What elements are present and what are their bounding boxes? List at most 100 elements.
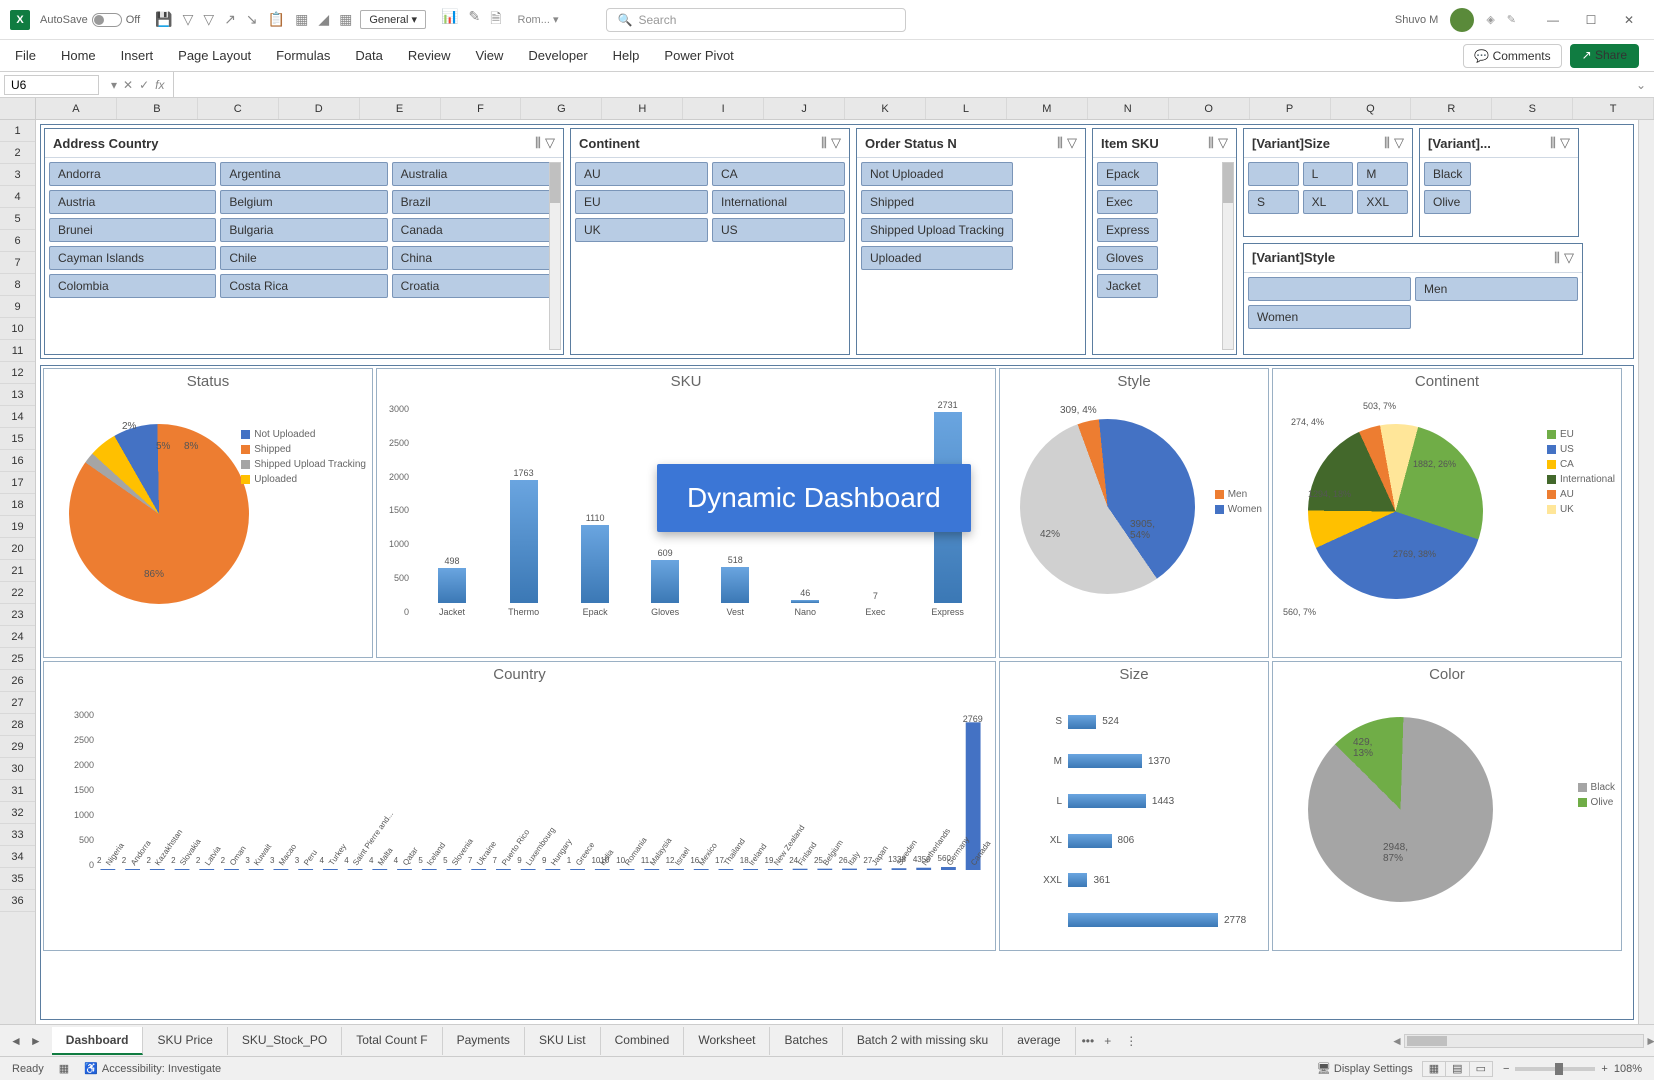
slicer-item[interactable]: Chile [220, 246, 387, 270]
slicer-item[interactable] [1248, 162, 1299, 186]
row-header[interactable]: 18 [0, 494, 35, 516]
clear-filter-icon[interactable]: ▽ [1218, 135, 1228, 151]
share-button[interactable]: ↗ Share [1570, 44, 1639, 68]
col-header[interactable]: D [279, 98, 360, 119]
multi-select-icon[interactable]: ⫼ [821, 135, 827, 151]
col-header[interactable]: N [1088, 98, 1169, 119]
vertical-scrollbar[interactable] [1638, 120, 1654, 1024]
slicer-item[interactable]: US [712, 218, 845, 242]
tab-menu-icon[interactable]: ⋮ [1125, 1034, 1137, 1048]
slicer-item[interactable]: CA [712, 162, 845, 186]
chart-size[interactable]: Size S524M1370L1443XL806XXL3612778 [999, 661, 1269, 951]
slicer-item[interactable]: Express [1097, 218, 1158, 242]
slicer-item[interactable]: Shipped Upload Tracking [861, 218, 1013, 242]
slicer-item[interactable]: Costa Rica [220, 274, 387, 298]
doc-icon[interactable]: 🗎 [490, 8, 501, 32]
clear-filter-icon[interactable]: ▽ [1564, 250, 1574, 266]
slicer-item[interactable]: AU [575, 162, 708, 186]
number-format-dropdown[interactable]: General ▾ [360, 10, 426, 29]
multi-select-icon[interactable]: ⫼ [535, 135, 541, 151]
menu-file[interactable]: File [15, 48, 36, 63]
font-dropdown[interactable]: Rom... ▾ [510, 11, 567, 28]
col-header[interactable]: S [1492, 98, 1573, 119]
row-header[interactable]: 28 [0, 714, 35, 736]
confirm-icon[interactable]: ✓ [139, 78, 149, 92]
pen-icon[interactable]: ✎ [1507, 13, 1516, 26]
slicer-item[interactable]: M [1357, 162, 1408, 186]
macro-icon[interactable]: ▦ [59, 1062, 69, 1075]
search-input[interactable]: 🔍 Search [606, 8, 906, 32]
zoom-in-icon[interactable]: + [1601, 1063, 1607, 1075]
multi-select-icon[interactable]: ⫼ [1550, 135, 1556, 151]
sheet-tab[interactable]: Total Count F [342, 1027, 442, 1055]
sort-asc-icon[interactable]: ↗ [224, 11, 236, 28]
menu-power-pivot[interactable]: Power Pivot [664, 48, 733, 63]
chart-status[interactable]: Status Not UploadedShippedShipped Upload… [43, 368, 373, 658]
accessibility-icon[interactable]: ♿ [84, 1062, 98, 1075]
slicer-item[interactable]: Not Uploaded [861, 162, 1013, 186]
row-header[interactable]: 32 [0, 802, 35, 824]
horizontal-scrollbar[interactable]: ◄► [1404, 1034, 1644, 1048]
slicer-item[interactable]: Exec [1097, 190, 1158, 214]
tab-prev-icon[interactable]: ◄ [10, 1034, 22, 1048]
col-header[interactable]: P [1250, 98, 1331, 119]
row-header[interactable]: 12 [0, 362, 35, 384]
sheet-tab[interactable]: Worksheet [684, 1027, 770, 1055]
row-header[interactable]: 3 [0, 164, 35, 186]
chart-sku[interactable]: SKU 300025002000150010005000 498Jacket17… [376, 368, 996, 658]
menu-formulas[interactable]: Formulas [276, 48, 330, 63]
row-header[interactable]: 16 [0, 450, 35, 472]
row-header[interactable]: 8 [0, 274, 35, 296]
clear-filter-icon[interactable]: ▽ [545, 135, 555, 151]
col-header[interactable]: I [683, 98, 764, 119]
slicer-item[interactable]: Croatia [392, 274, 559, 298]
multi-select-icon[interactable]: ⫼ [1554, 250, 1560, 266]
slicer-item[interactable]: L [1303, 162, 1354, 186]
slicer-item-sku[interactable]: Item SKU⫼▽EpackExecExpressGlovesJacket [1092, 128, 1237, 355]
chart-color[interactable]: Color BlackOlive 2948,87% 429,13% [1272, 661, 1622, 951]
slicer-item[interactable]: Australia [392, 162, 559, 186]
slicer-item[interactable]: Colombia [49, 274, 216, 298]
menu-data[interactable]: Data [355, 48, 382, 63]
sheet-tab[interactable]: SKU Price [143, 1027, 227, 1055]
slicer-variant-style[interactable]: [Variant]Style⫼▽MenWomen [1243, 243, 1583, 355]
cancel-icon[interactable]: ✕ [123, 78, 133, 92]
slicer-item[interactable]: Men [1415, 277, 1578, 301]
fill-icon[interactable]: ◢ [318, 11, 329, 28]
col-header[interactable]: K [845, 98, 926, 119]
row-header[interactable]: 20 [0, 538, 35, 560]
zoom-out-icon[interactable]: − [1503, 1063, 1509, 1075]
multi-select-icon[interactable]: ⫼ [1057, 135, 1063, 151]
chart-icon[interactable]: 📊 [441, 8, 458, 32]
slicer-item[interactable]: Cayman Islands [49, 246, 216, 270]
expand-formula-icon[interactable]: ⌄ [1628, 78, 1654, 92]
slicer-variant-color[interactable]: [Variant]...⫼▽BlackOlive [1419, 128, 1579, 237]
row-header[interactable]: 14 [0, 406, 35, 428]
new-sheet-icon[interactable]: + [1104, 1034, 1111, 1048]
format-icon[interactable]: ▦ [295, 11, 308, 28]
slicer-item[interactable]: Canada [392, 218, 559, 242]
sheet-tab[interactable]: Batch 2 with missing sku [843, 1027, 1003, 1055]
slicer-item[interactable]: Argentina [220, 162, 387, 186]
row-header[interactable]: 34 [0, 846, 35, 868]
slicer-address-country[interactable]: Address Country⫼▽AndorraArgentinaAustral… [44, 128, 564, 355]
slicer-item[interactable]: Brazil [392, 190, 559, 214]
col-header[interactable]: H [602, 98, 683, 119]
row-header[interactable]: 5 [0, 208, 35, 230]
slicer-item[interactable] [1248, 277, 1411, 301]
name-box[interactable] [4, 75, 99, 95]
slicer-item[interactable]: Olive [1424, 190, 1471, 214]
chart-country[interactable]: Country 300025002000150010005000 2769 22… [43, 661, 996, 951]
slicer-item[interactable]: Andorra [49, 162, 216, 186]
close-icon[interactable]: ✕ [1614, 13, 1644, 27]
slicer-item[interactable]: Brunei [49, 218, 216, 242]
row-header[interactable]: 25 [0, 648, 35, 670]
view-buttons[interactable]: ▦▤▭ [1423, 1062, 1493, 1075]
row-header[interactable]: 36 [0, 890, 35, 912]
slicer-item[interactable]: Austria [49, 190, 216, 214]
menu-home[interactable]: Home [61, 48, 96, 63]
row-header[interactable]: 33 [0, 824, 35, 846]
paste-icon[interactable]: 📋 [268, 11, 285, 28]
slicer-order-status[interactable]: Order Status N⫼▽Not UploadedShippedShipp… [856, 128, 1086, 355]
slicer-item[interactable]: UK [575, 218, 708, 242]
